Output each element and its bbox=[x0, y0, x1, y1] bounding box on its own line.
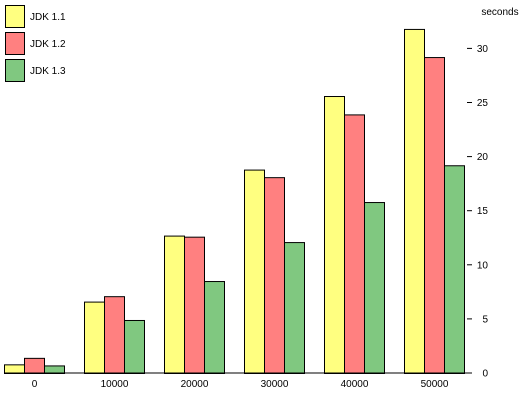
bar-jdk-1-3-20000 bbox=[204, 281, 225, 374]
y-tick-label: 25 bbox=[477, 98, 489, 109]
y-axis-label: seconds bbox=[481, 7, 518, 18]
bar-jdk-1-1-10000 bbox=[84, 301, 105, 375]
y-tick-label: 10 bbox=[477, 260, 489, 271]
bar-jdk-1-3-0 bbox=[44, 365, 65, 374]
legend: JDK 1.1 JDK 1.2 JDK 1.3 bbox=[5, 5, 66, 82]
x-tick-label: 20000 bbox=[181, 379, 209, 390]
x-tick-label: 10000 bbox=[101, 379, 129, 390]
legend-swatch bbox=[5, 5, 25, 28]
legend-swatch bbox=[5, 32, 25, 55]
y-tick-label: 5 bbox=[482, 314, 488, 325]
bar-jdk-1-2-10000 bbox=[104, 296, 125, 375]
bar-jdk-1-3-50000 bbox=[444, 165, 465, 374]
x-tick-label: 50000 bbox=[421, 379, 449, 390]
bar-jdk-1-2-20000 bbox=[184, 236, 205, 374]
bar-jdk-1-1-30000 bbox=[244, 169, 265, 374]
bar-jdk-1-1-50000 bbox=[404, 28, 425, 374]
y-ticks-layer: 0 5 10 15 20 25 30 bbox=[467, 44, 488, 380]
bar-jdk-1-2-30000 bbox=[264, 177, 285, 374]
x-tick-label: 40000 bbox=[341, 379, 369, 390]
bar-jdk-1-3-30000 bbox=[284, 242, 305, 374]
y-tick-label: 20 bbox=[477, 152, 489, 163]
legend-swatch bbox=[5, 59, 25, 82]
x-tick-label: 30000 bbox=[261, 379, 289, 390]
bar-jdk-1-3-10000 bbox=[124, 319, 145, 374]
x-tick-label: 0 bbox=[32, 379, 38, 390]
bar-jdk-1-2-0 bbox=[24, 357, 45, 374]
x-ticks-layer: 0 10000 20000 30000 40000 50000 bbox=[32, 379, 449, 390]
legend-label: JDK 1.3 bbox=[30, 66, 66, 77]
bar-jdk-1-2-50000 bbox=[424, 57, 445, 374]
y-tick-label: 30 bbox=[477, 44, 489, 55]
bar-jdk-1-1-0 bbox=[4, 364, 25, 374]
bars-layer bbox=[4, 28, 465, 375]
bar-jdk-1-1-20000 bbox=[164, 235, 185, 374]
legend-label: JDK 1.2 bbox=[30, 39, 66, 50]
bar-jdk-1-1-40000 bbox=[324, 96, 345, 375]
y-tick-label: 0 bbox=[482, 369, 488, 380]
bar-jdk-1-2-40000 bbox=[344, 114, 365, 374]
bar-jdk-1-3-40000 bbox=[364, 202, 385, 374]
legend-label: JDK 1.1 bbox=[30, 12, 66, 23]
y-tick-label: 15 bbox=[477, 206, 489, 217]
